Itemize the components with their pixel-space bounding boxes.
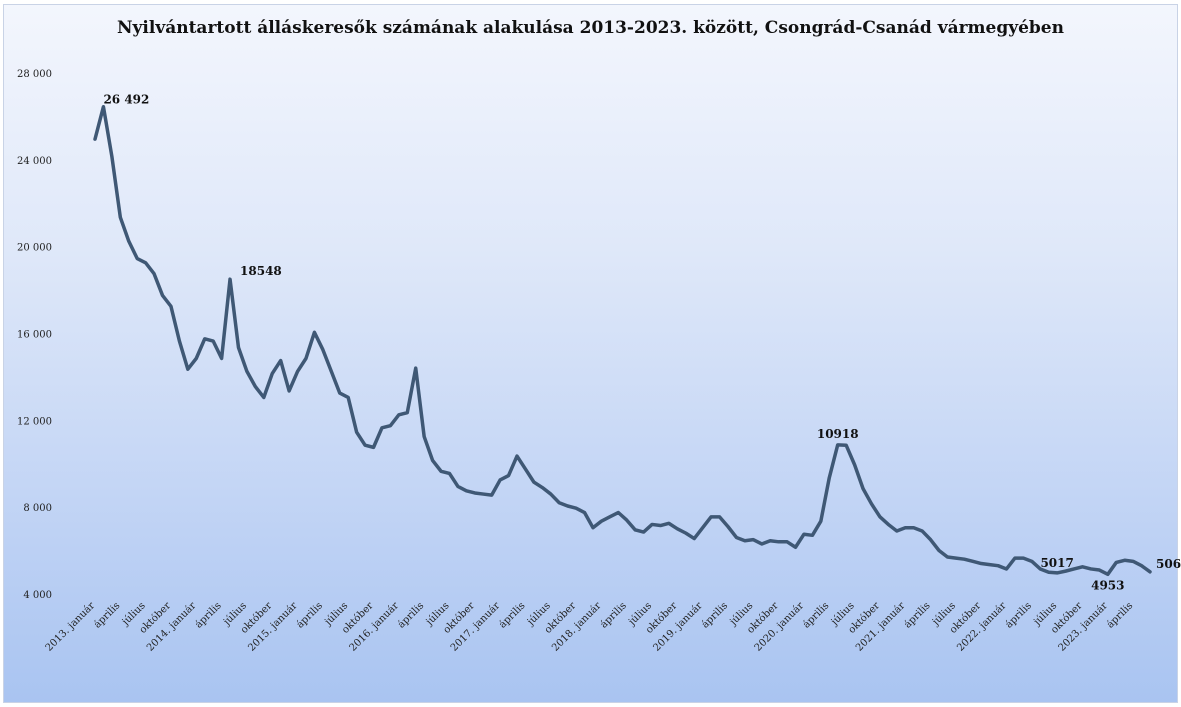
data-label: 10918 <box>817 427 859 441</box>
data-labels-group: 26 492 18548 10918 5017 4953 5067 <box>103 93 1181 593</box>
series-group <box>93 104 1152 577</box>
x-tick-label: április <box>396 600 426 630</box>
chart-title: Nyilvántartott álláskeresők számának ala… <box>116 18 1064 38</box>
data-label: 26 492 <box>103 93 149 107</box>
x-tick-label: április <box>92 600 122 630</box>
y-tick-label: 24 000 <box>17 156 52 167</box>
data-label: 4953 <box>1091 578 1124 592</box>
data-label: 18548 <box>240 264 282 278</box>
x-tick-label: április <box>700 600 730 630</box>
y-axis-ticks: 4 000 8 000 12 000 16 000 20 000 24 000 28 000 <box>17 69 52 601</box>
x-tick-label: április <box>1105 600 1135 630</box>
y-tick-label: 16 000 <box>17 330 52 341</box>
x-tick-label: április <box>295 600 325 630</box>
y-tick-label: 4 000 <box>23 590 52 601</box>
x-tick-label: április <box>801 600 831 630</box>
y-tick-label: 8 000 <box>23 503 52 514</box>
x-tick-label: április <box>193 600 223 630</box>
x-tick-label: április <box>599 600 629 630</box>
data-label: 5067 <box>1156 557 1181 571</box>
x-tick-label: április <box>902 600 932 630</box>
data-label: 5017 <box>1040 556 1073 570</box>
y-tick-label: 12 000 <box>17 416 52 427</box>
x-tick-label: április <box>497 600 527 630</box>
series-line <box>93 104 1152 577</box>
x-tick-label: 2013. január <box>44 600 98 654</box>
y-tick-label: 28 000 <box>17 69 52 80</box>
x-tick-label: április <box>1004 600 1034 630</box>
y-tick-label: 20 000 <box>17 243 52 254</box>
